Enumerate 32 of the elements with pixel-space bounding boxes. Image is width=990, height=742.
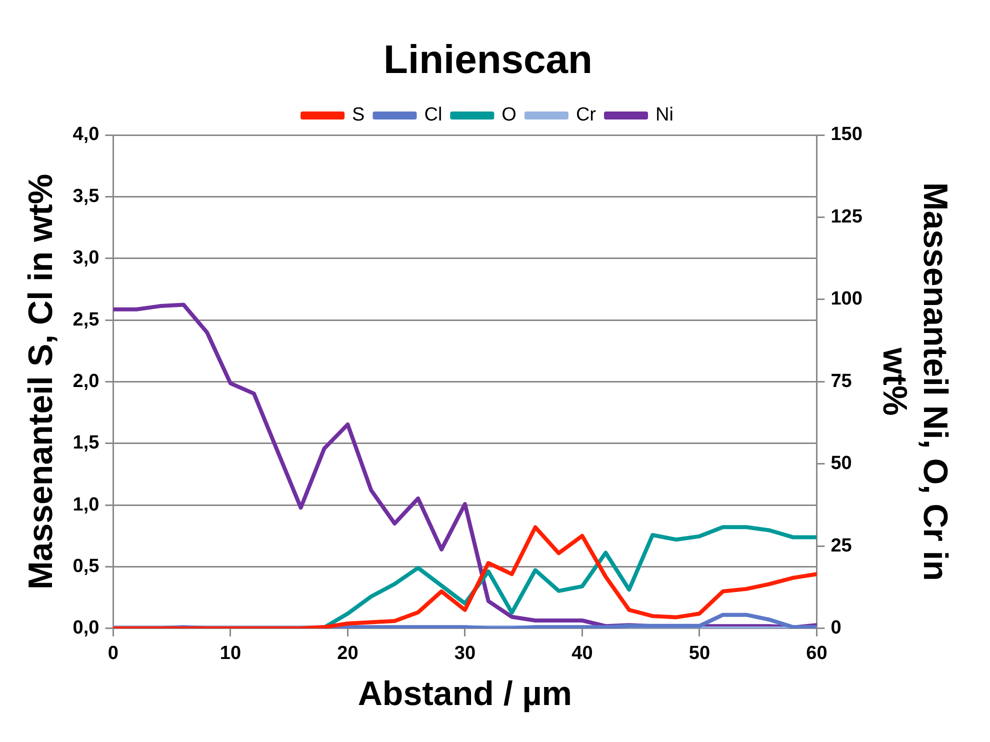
legend-label: O bbox=[502, 104, 516, 126]
y2-tick-label: 125 bbox=[830, 206, 863, 228]
y2-tick-label: 150 bbox=[830, 124, 862, 146]
y2-tick-label: 100 bbox=[830, 288, 862, 310]
y-tick-label: 1,5 bbox=[72, 432, 100, 454]
legend-label: S bbox=[352, 104, 365, 126]
y-tick-label: 1,0 bbox=[72, 494, 100, 516]
x-tick-label: 10 bbox=[220, 643, 242, 664]
x-tick-label: 60 bbox=[806, 643, 828, 664]
legend-label: Cr bbox=[576, 104, 597, 126]
x-tick-label: 20 bbox=[337, 643, 358, 664]
y-tick-label: 3,0 bbox=[72, 248, 100, 269]
x-tick-label: 30 bbox=[454, 643, 476, 664]
y2-axis-title: Massenanteil Ni, O, Cr in wt% bbox=[875, 182, 954, 582]
y-tick-label: 2,5 bbox=[72, 309, 100, 330]
x-tick-label: 0 bbox=[108, 643, 118, 664]
y-tick-label: 2,0 bbox=[72, 370, 100, 392]
y-axis-title: Massenanteil S, Cl in wt% bbox=[22, 174, 60, 590]
y2-tick-label: 75 bbox=[830, 370, 852, 392]
legend-label: Ni bbox=[656, 104, 674, 126]
legend-label: Cl bbox=[424, 104, 442, 126]
y2-tick-label: 25 bbox=[830, 535, 852, 556]
y-tick-label: 0,5 bbox=[72, 556, 100, 577]
x-tick-label: 50 bbox=[688, 643, 710, 664]
y2-tick-label: 0 bbox=[830, 618, 842, 639]
x-axis-title: Abstand / µm bbox=[358, 674, 572, 713]
chart-title: Linienscan bbox=[384, 38, 592, 82]
x-tick-label: 40 bbox=[572, 643, 593, 664]
y2-tick-label: 50 bbox=[830, 453, 852, 474]
y-tick-label: 0,0 bbox=[72, 618, 100, 639]
y-tick-label: 3,5 bbox=[72, 186, 100, 207]
y-tick-label: 4,0 bbox=[72, 124, 100, 146]
